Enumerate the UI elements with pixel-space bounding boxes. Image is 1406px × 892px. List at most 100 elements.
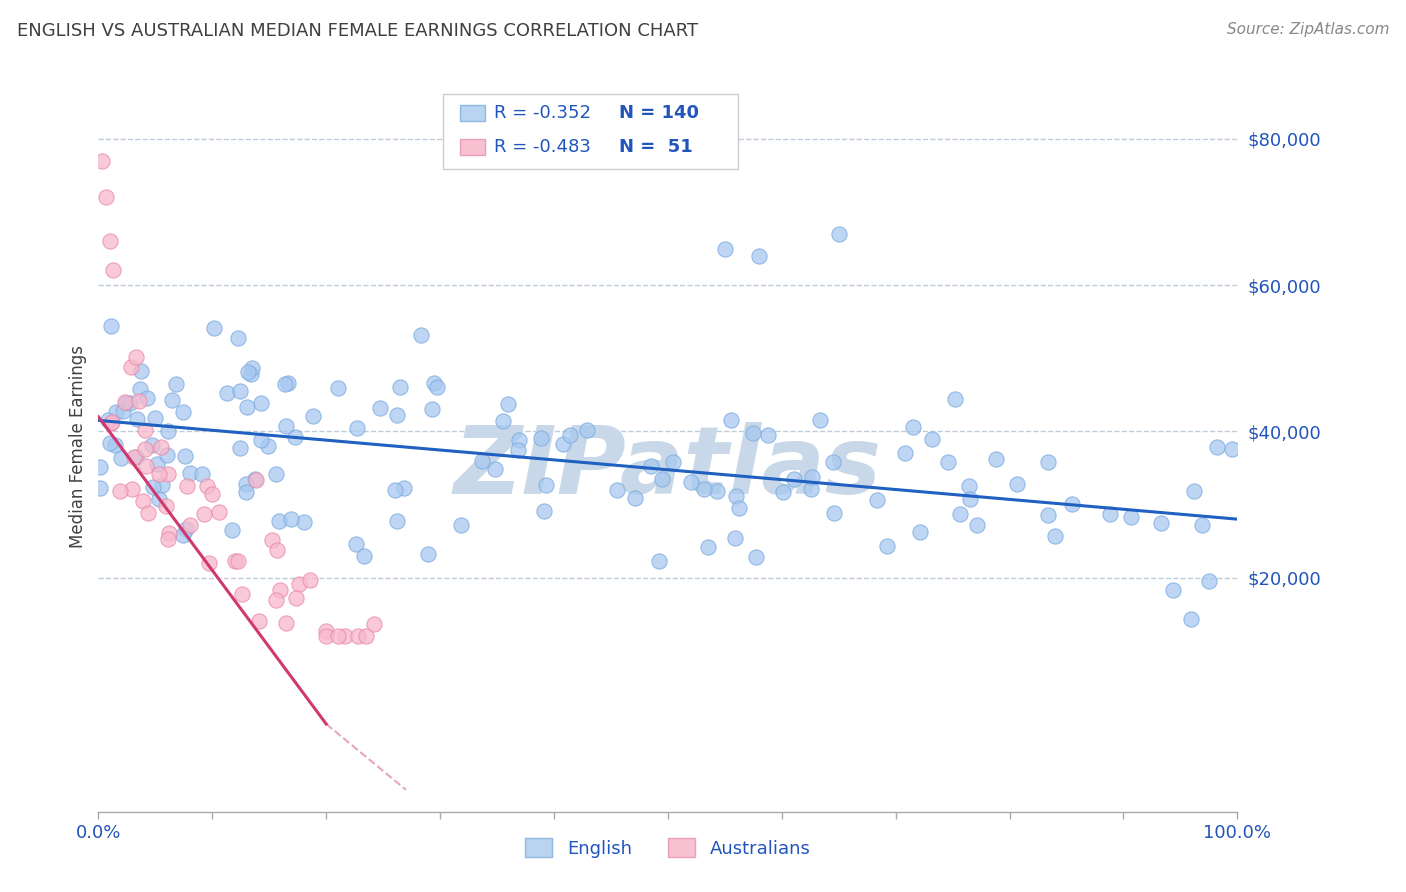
Point: [344, 537, 367, 551]
Point: [553, 437, 575, 451]
Point: [363, 616, 385, 631]
Point: [725, 489, 748, 503]
Point: [132, 494, 155, 508]
Point: [141, 438, 163, 452]
Point: [1191, 518, 1213, 533]
Point: [1150, 516, 1173, 530]
Point: [221, 524, 243, 538]
Point: [269, 583, 291, 598]
Point: [821, 455, 844, 469]
Point: [236, 400, 259, 414]
Point: [236, 365, 259, 379]
Point: [496, 397, 519, 411]
Point: [173, 450, 195, 464]
Point: [125, 450, 148, 465]
Point: [385, 515, 408, 529]
Point: [226, 554, 249, 568]
Point: [120, 360, 142, 375]
Point: [129, 364, 152, 378]
Text: ENGLISH VS AUSTRALIAN MEDIAN FEMALE EARNINGS CORRELATION CHART: ENGLISH VS AUSTRALIAN MEDIAN FEMALE EARN…: [17, 22, 697, 40]
Point: [662, 455, 685, 469]
Point: [315, 629, 337, 643]
Text: ZIPatlas: ZIPatlas: [454, 422, 882, 514]
Point: [172, 405, 194, 419]
Point: [957, 479, 980, 493]
Point: [120, 395, 142, 409]
Point: [1220, 442, 1243, 456]
Text: N =  51: N = 51: [619, 138, 692, 156]
Point: [745, 549, 768, 564]
Point: [100, 417, 122, 431]
Point: [269, 515, 291, 529]
Point: [720, 412, 742, 426]
Point: [155, 500, 177, 514]
Point: [426, 380, 449, 394]
Point: [124, 450, 146, 464]
Point: [156, 532, 179, 546]
Point: [114, 395, 136, 409]
Point: [224, 553, 246, 567]
Point: [506, 443, 529, 458]
Point: [284, 429, 307, 443]
Point: [986, 451, 1008, 466]
Text: R = -0.352: R = -0.352: [494, 104, 591, 122]
Point: [250, 433, 273, 447]
Point: [558, 428, 581, 442]
Point: [150, 441, 173, 455]
Point: [201, 486, 224, 500]
Point: [1163, 583, 1185, 598]
Point: [165, 377, 187, 392]
Legend: English, Australians: English, Australians: [517, 831, 818, 865]
Point: [800, 482, 823, 496]
Point: [1099, 507, 1122, 521]
Point: [800, 470, 823, 484]
Point: [89, 481, 111, 495]
Point: [384, 483, 406, 498]
Point: [138, 506, 160, 520]
Point: [148, 491, 170, 506]
Point: [394, 481, 416, 495]
Point: [143, 411, 166, 425]
Point: [134, 442, 156, 456]
Point: [231, 586, 253, 600]
Point: [1182, 484, 1205, 499]
Point: [273, 377, 295, 392]
Point: [217, 386, 239, 401]
Point: [128, 382, 150, 396]
Point: [276, 419, 298, 434]
Point: [146, 458, 169, 472]
Point: [742, 425, 765, 440]
Point: [195, 479, 218, 493]
Point: [347, 629, 370, 643]
Point: [471, 454, 494, 468]
Point: [228, 441, 250, 455]
Point: [89, 459, 111, 474]
Point: [728, 501, 751, 516]
Point: [98, 234, 121, 248]
Point: [354, 629, 377, 643]
Point: [298, 573, 321, 587]
Point: [134, 423, 156, 437]
Point: [772, 484, 794, 499]
Point: [908, 525, 931, 540]
Point: [756, 428, 779, 442]
Point: [114, 396, 136, 410]
Point: [142, 480, 165, 494]
Point: [266, 543, 288, 558]
Point: [174, 522, 197, 536]
Point: [247, 614, 270, 628]
Point: [172, 528, 194, 542]
Point: [156, 424, 179, 438]
Point: [104, 438, 127, 452]
Point: [125, 412, 148, 426]
Point: [285, 591, 308, 605]
Point: [288, 576, 311, 591]
Point: [696, 540, 718, 554]
Point: [121, 482, 143, 496]
Point: [418, 547, 440, 561]
Point: [423, 376, 446, 390]
Point: [1205, 440, 1227, 454]
Point: [808, 413, 831, 427]
Point: [1180, 612, 1202, 626]
Point: [333, 629, 356, 643]
